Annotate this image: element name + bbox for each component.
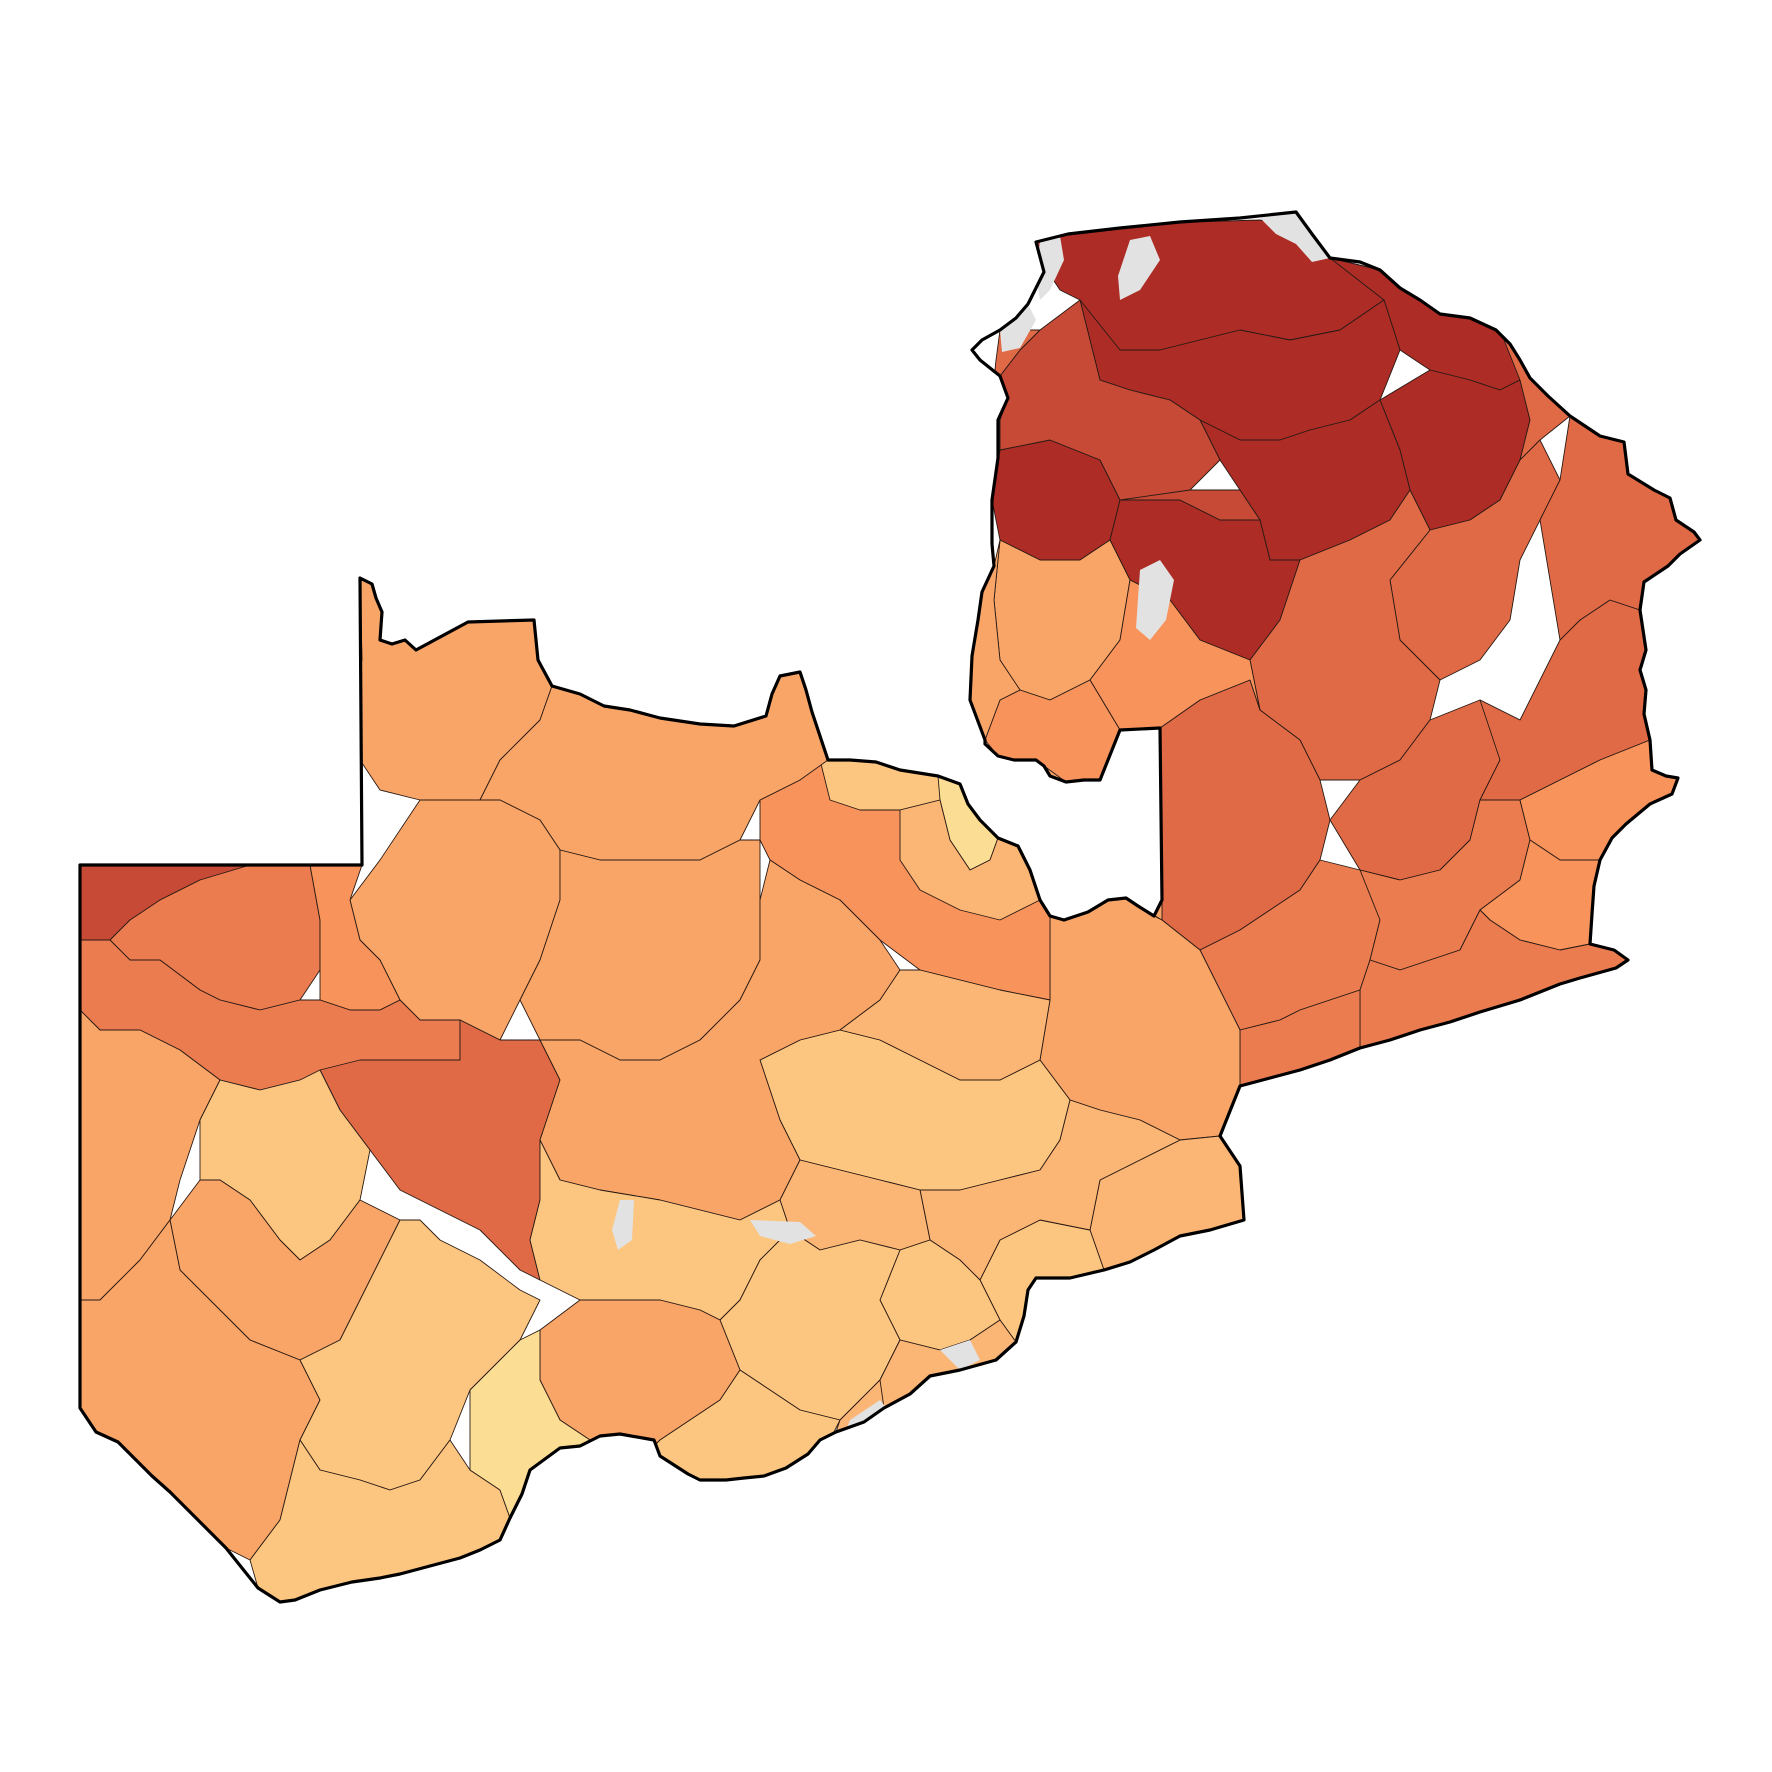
water-patch-1	[586, 1480, 636, 1548]
nodata-patch-8	[940, 1340, 980, 1370]
nodata-patch-1	[1260, 212, 1330, 262]
nodata-patch-2	[1036, 236, 1064, 300]
nodata-patch-5	[1136, 560, 1174, 640]
nodata-patch-3	[1118, 236, 1160, 300]
district-nc-2	[1089, 579, 1261, 731]
nodata-patch-4	[1000, 304, 1036, 352]
country-boundary	[78, 210, 1702, 1604]
nodata-patch-7	[750, 1220, 816, 1244]
district-layer	[80, 219, 1700, 1602]
district-ne-9	[1119, 489, 1261, 521]
nodata-patch-6	[612, 1200, 634, 1250]
district-c-7	[839, 969, 1051, 1081]
